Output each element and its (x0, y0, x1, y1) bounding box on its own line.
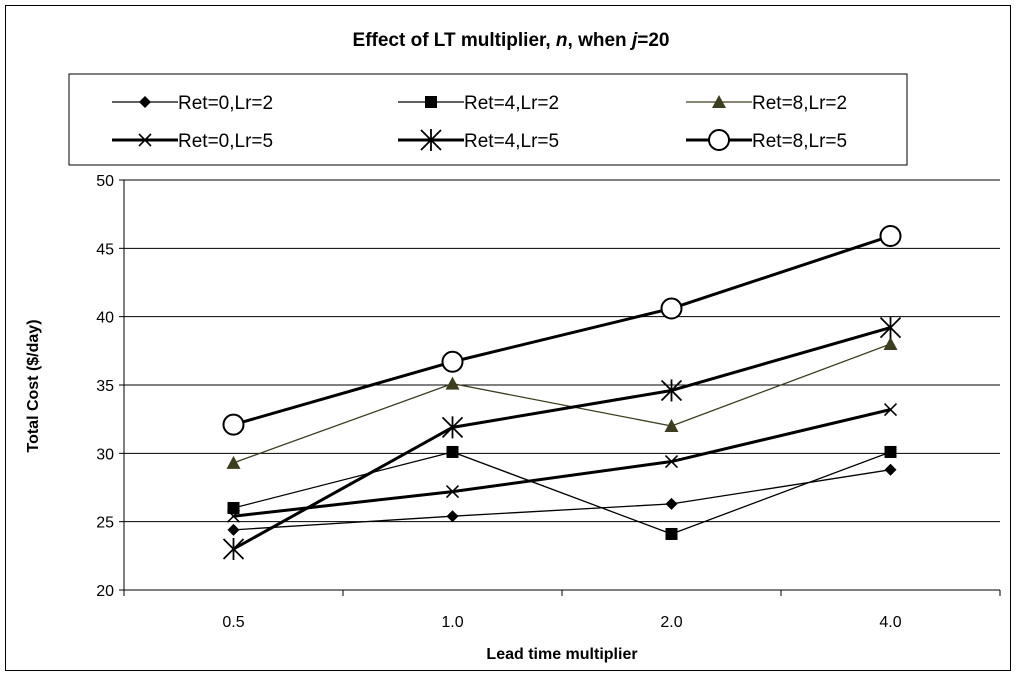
legend-label: Ret=4,Lr=5 (464, 131, 559, 152)
data-point (883, 403, 898, 417)
legend-label: Ret=8,Lr=2 (752, 93, 847, 114)
y-tick-label: 40 (96, 310, 114, 327)
data-point (665, 497, 678, 510)
legend-marker (712, 95, 726, 108)
data-point (884, 463, 897, 476)
series-line-2 (233, 451, 891, 535)
data-point (879, 316, 902, 339)
legend-marker (138, 133, 152, 147)
x-tick-label: 4.0 (879, 614, 901, 631)
legend-label: Ret=8,Lr=5 (752, 131, 847, 152)
y-tick-label: 25 (96, 515, 114, 532)
data-point (445, 376, 460, 390)
legend-label: Ret=0,Lr=5 (178, 131, 273, 152)
legend-item: Ret=4,Lr=5 (398, 129, 559, 152)
y-tick-label: 20 (96, 583, 114, 600)
y-tick-label: 30 (96, 446, 114, 463)
legend-marker (425, 96, 437, 108)
data-point (446, 510, 459, 523)
y-tick-label: 35 (96, 378, 114, 395)
series-line-4 (233, 408, 891, 518)
legend-marker (708, 129, 730, 151)
legend-item: Ret=8,Lr=2 (686, 93, 847, 114)
data-point (441, 350, 464, 373)
legend-box (68, 73, 908, 166)
data-point (227, 523, 240, 536)
legend-marker (420, 129, 442, 151)
series-line-6 (233, 234, 891, 427)
data-point (226, 455, 241, 469)
data-point (665, 527, 678, 540)
y-axis-title: Total Cost ($/day) (25, 319, 42, 452)
legend-label: Ret=4,Lr=2 (464, 93, 559, 114)
x-tick-label: 2.0 (660, 614, 682, 631)
data-point (883, 337, 898, 350)
legend-item: Ret=4,Lr=2 (398, 93, 559, 114)
data-point (660, 379, 683, 402)
legend-marker (139, 96, 151, 108)
chart-title: Effect of LT multiplier, n, when j=20 (353, 30, 670, 51)
x-tick-label: 0.5 (222, 614, 244, 631)
legend-item: Ret=0,Lr=2 (112, 93, 273, 114)
y-tick-label: 45 (96, 241, 114, 258)
series-line-1 (233, 469, 891, 531)
data-point (227, 502, 240, 514)
series-group (222, 225, 902, 560)
legend-item: Ret=0,Lr=5 (112, 131, 273, 152)
legend: Ret=0,Lr=2 Ret=4,Lr=2 Ret=8,Lr=2 Ret=0,Lr=5… (112, 93, 847, 152)
series-line-3 (233, 343, 891, 464)
data-point (222, 413, 245, 436)
x-tick-labels: 0.5 1.0 2.0 4.0 (222, 614, 901, 631)
x-tick-label: 1.0 (441, 614, 463, 631)
data-point (226, 509, 241, 523)
data-point (884, 445, 897, 458)
data-point (660, 297, 683, 320)
x-axis-title: Lead time multiplier (486, 646, 637, 663)
data-point (664, 454, 679, 469)
data-point (446, 445, 459, 458)
data-point (664, 419, 679, 432)
y-tick-label: 50 (96, 173, 114, 190)
legend-label: Ret=0,Lr=2 (178, 93, 273, 114)
data-point (441, 416, 464, 439)
axes (119, 179, 1001, 596)
data-point (445, 485, 460, 499)
data-point (222, 538, 245, 560)
series-line-5 (232, 326, 891, 551)
data-point (879, 225, 902, 248)
legend-item: Ret=8,Lr=5 (686, 129, 847, 152)
gridlines (124, 179, 1000, 523)
y-tick-labels: 20 25 30 35 40 45 50 (96, 173, 114, 600)
